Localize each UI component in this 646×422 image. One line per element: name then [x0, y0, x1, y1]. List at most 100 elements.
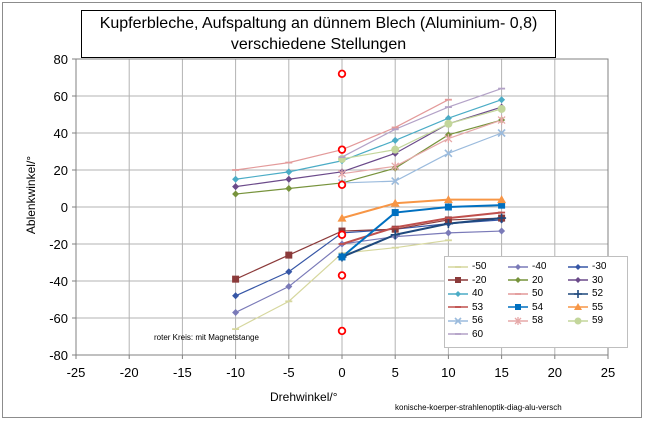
data-point — [285, 251, 293, 259]
legend-swatch — [568, 277, 588, 284]
data-point — [444, 134, 453, 144]
data-point — [390, 198, 400, 207]
legend-item: -30 — [567, 260, 627, 274]
data-point — [497, 115, 506, 125]
data-point — [338, 169, 346, 179]
red-circle-point — [337, 230, 347, 239]
legend-swatch — [568, 303, 588, 311]
legend-item: 59 — [567, 314, 627, 328]
red-circle-point — [337, 326, 347, 336]
data-point — [515, 263, 521, 270]
y-axis-label: Ablenkwinkel/° — [24, 155, 38, 235]
y-tick-label: -60 — [49, 311, 68, 326]
data-point — [515, 304, 521, 311]
legend-item: 55 — [567, 301, 627, 315]
y-tick-label: 60 — [54, 89, 68, 104]
y-tick-label: 80 — [54, 52, 68, 67]
legend-item: 54 — [507, 301, 567, 315]
legend-swatch — [448, 317, 468, 325]
data-point — [232, 183, 240, 191]
data-point — [391, 209, 399, 217]
legend-swatch — [448, 265, 468, 268]
data-point — [232, 175, 240, 183]
legend-label: 52 — [592, 288, 604, 300]
legend-swatch — [448, 333, 468, 336]
data-point — [444, 203, 452, 211]
data-point — [443, 195, 453, 204]
legend-item: -50 — [447, 260, 507, 274]
data-point — [497, 213, 507, 223]
data-point — [455, 277, 461, 284]
legend-label: 59 — [592, 315, 604, 327]
legend-swatch — [568, 317, 588, 325]
data-point — [391, 161, 400, 171]
legend-swatch — [568, 263, 588, 270]
legend-item: 52 — [567, 287, 627, 301]
legend-swatch — [448, 290, 468, 297]
data-point — [497, 195, 507, 204]
series-line-neg40 — [235, 230, 502, 313]
series-line-59 — [341, 108, 502, 160]
legend-item: 50 — [507, 287, 567, 301]
legend-label: 53 — [472, 301, 484, 313]
y-tick-label: -40 — [49, 274, 68, 289]
legend-item: 56 — [447, 314, 507, 328]
legend-label: 55 — [592, 301, 604, 313]
plot-area — [75, 58, 609, 356]
x-tick-label: 5 — [392, 365, 399, 380]
data-point — [443, 219, 453, 229]
legend-label: 20 — [532, 274, 544, 286]
legend-swatch — [508, 263, 528, 270]
data-point — [232, 190, 240, 198]
data-point — [285, 268, 293, 276]
data-point — [498, 201, 506, 209]
data-point — [574, 289, 582, 298]
legend-item: -20 — [447, 274, 507, 288]
data-point — [444, 119, 453, 128]
legend-label: 58 — [532, 315, 544, 327]
legend-item: 53 — [447, 301, 507, 315]
data-point — [497, 104, 506, 113]
data-point — [232, 292, 240, 300]
x-tick-label: -20 — [120, 365, 139, 380]
chart-title-line1: Kupferbleche, Aufspaltung an dünnem Blec… — [99, 15, 538, 32]
red-circle-point — [337, 145, 347, 154]
data-point — [391, 145, 400, 154]
data-point — [574, 317, 582, 325]
data-point — [574, 303, 582, 311]
data-point — [338, 253, 346, 261]
data-point — [285, 283, 293, 291]
data-point — [391, 136, 399, 144]
series-line-54 — [341, 204, 502, 258]
legend-swatch — [508, 292, 528, 295]
data-point — [285, 168, 293, 176]
data-point — [232, 275, 240, 283]
legend-label: 50 — [532, 288, 544, 300]
data-point — [444, 114, 452, 122]
x-tick-label: 10 — [441, 365, 455, 380]
data-point — [444, 149, 453, 158]
legend-label: -20 — [472, 274, 487, 286]
y-tick-label: 20 — [54, 163, 68, 178]
data-point — [497, 128, 506, 138]
series-line-52 — [341, 217, 502, 258]
chart-title: Kupferbleche, Aufspaltung an dünnem Blec… — [81, 10, 556, 58]
series-line-neg20 — [235, 217, 502, 280]
data-point — [514, 316, 522, 325]
x-tick-label: 20 — [548, 365, 562, 380]
data-point — [285, 175, 293, 183]
legend-swatch — [568, 289, 588, 298]
legend-swatch — [448, 306, 468, 309]
series-line-60 — [341, 88, 502, 158]
x-tick-label: 25 — [601, 365, 615, 380]
series-line-56 — [341, 132, 502, 184]
data-point — [338, 154, 346, 163]
y-tick-label: 0 — [61, 200, 68, 215]
series-line-40 — [235, 99, 502, 180]
chart-credit: konische-koerper-strahlenoptik-diag-alu-… — [395, 403, 562, 412]
legend-label: -30 — [592, 261, 607, 273]
legend-label: -50 — [472, 261, 487, 273]
legend-label: 30 — [592, 274, 604, 286]
data-point — [454, 317, 462, 325]
